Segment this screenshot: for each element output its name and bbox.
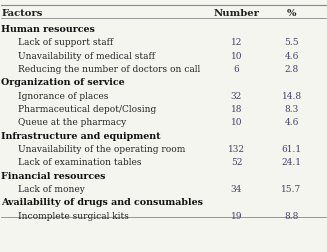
Text: Queue at the pharmacy: Queue at the pharmacy xyxy=(18,118,126,127)
Text: Unavailability of medical staff: Unavailability of medical staff xyxy=(18,51,155,60)
Text: Pharmaceutical depot/Closing: Pharmaceutical depot/Closing xyxy=(18,105,156,114)
Text: Organization of service: Organization of service xyxy=(1,78,125,87)
Text: Lack of examination tables: Lack of examination tables xyxy=(18,158,141,167)
Text: 10: 10 xyxy=(231,118,242,127)
Text: Factors: Factors xyxy=(1,9,43,18)
Text: Availability of drugs and consumables: Availability of drugs and consumables xyxy=(1,198,203,207)
Text: Ignorance of places: Ignorance of places xyxy=(18,91,108,100)
Text: %: % xyxy=(287,9,296,18)
Text: 32: 32 xyxy=(231,91,242,100)
Text: Unavailability of the operating room: Unavailability of the operating room xyxy=(18,144,185,153)
Text: 6: 6 xyxy=(233,65,239,74)
Text: 34: 34 xyxy=(231,184,242,193)
Text: 18: 18 xyxy=(231,105,242,114)
Text: 8.3: 8.3 xyxy=(284,105,299,114)
Text: Incomplete surgical kits: Incomplete surgical kits xyxy=(18,211,129,220)
Text: 15.7: 15.7 xyxy=(282,184,302,193)
Text: Infrastructure and equipment: Infrastructure and equipment xyxy=(1,131,161,140)
Text: 2.8: 2.8 xyxy=(284,65,299,74)
Text: 24.1: 24.1 xyxy=(282,158,301,167)
Text: 12: 12 xyxy=(231,38,242,47)
Text: Number: Number xyxy=(214,9,259,18)
Text: Lack of support staff: Lack of support staff xyxy=(18,38,113,47)
Text: 52: 52 xyxy=(231,158,242,167)
Text: 8.8: 8.8 xyxy=(284,211,299,220)
Text: Human resources: Human resources xyxy=(1,25,95,34)
Text: 19: 19 xyxy=(231,211,242,220)
Text: Financial resources: Financial resources xyxy=(1,171,106,180)
Text: 10: 10 xyxy=(231,51,242,60)
Text: 5.5: 5.5 xyxy=(284,38,299,47)
Text: Reducing the number of doctors on call: Reducing the number of doctors on call xyxy=(18,65,200,74)
Text: 14.8: 14.8 xyxy=(282,91,301,100)
Text: Lack of money: Lack of money xyxy=(18,184,84,193)
Text: 61.1: 61.1 xyxy=(282,144,301,153)
Text: 4.6: 4.6 xyxy=(284,118,299,127)
Text: 4.6: 4.6 xyxy=(284,51,299,60)
Text: 132: 132 xyxy=(228,144,245,153)
